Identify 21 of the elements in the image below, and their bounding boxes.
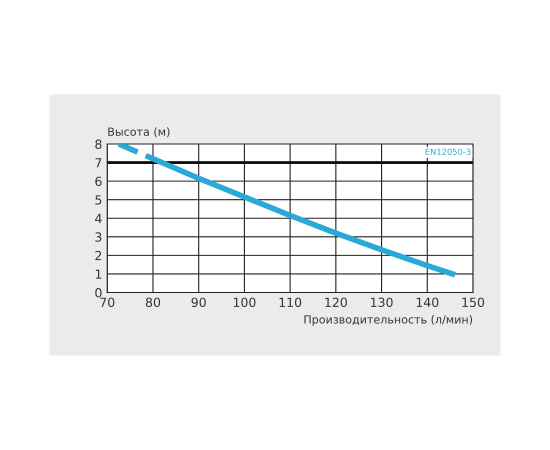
x-tick-label: 150	[462, 298, 484, 308]
x-tick-label: 120	[325, 298, 347, 308]
y-tick-label: 4	[95, 214, 102, 223]
y-tick-label: 6	[95, 176, 102, 186]
y-tick-label: 0	[95, 288, 102, 298]
x-tick-label: 130	[371, 298, 393, 308]
x-tick-label: 100	[234, 298, 256, 308]
x-tick-label: 80	[146, 298, 160, 308]
x-tick-label: 70	[100, 298, 114, 308]
y-tick-label: 2	[95, 250, 102, 260]
y-axis-title: Высота (м)	[108, 127, 170, 138]
y-tick-label: 1	[96, 270, 102, 279]
x-tick-label: 140	[416, 298, 438, 308]
y-tick-label: 3	[95, 232, 102, 242]
y-tick-label: 5	[95, 195, 102, 205]
ref-line-label: EN12050-3	[426, 148, 470, 155]
y-tick-label: 8	[95, 139, 102, 149]
x-tick-label: 110	[280, 298, 302, 308]
y-tick-label: 7	[95, 158, 102, 168]
x-tick-label: 90	[192, 298, 206, 308]
x-axis-title: Производительность (л/мин)	[304, 315, 472, 326]
